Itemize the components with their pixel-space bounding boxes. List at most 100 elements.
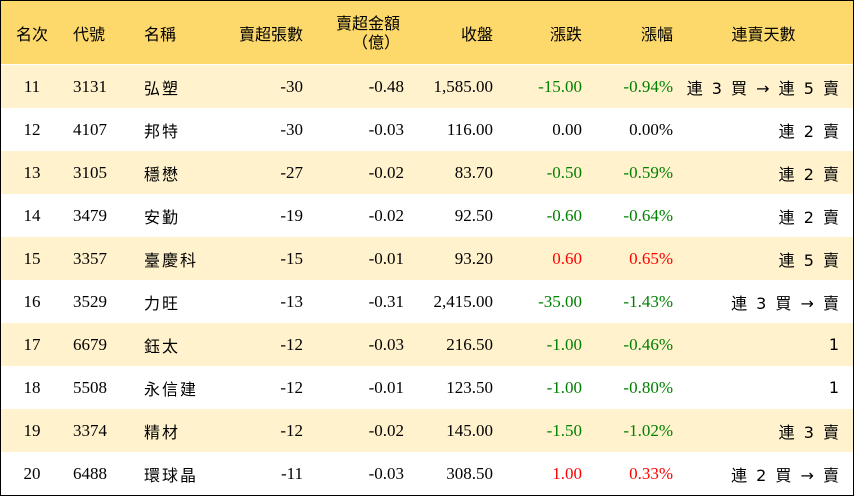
code-cell: 3374 [73, 420, 107, 440]
consecutive-days-cell: 連 2 賣 [778, 164, 841, 184]
sell-lots-cell: -27 [280, 162, 303, 182]
header-change: 漲跌 [549, 24, 582, 44]
code-cell: 3479 [73, 205, 107, 225]
change-pct-cell: 0.33% [629, 463, 673, 483]
sell-amount-cell: -0.03 [368, 334, 404, 354]
rank-cell: 13 [23, 162, 41, 182]
close-price-cell: 116.00 [446, 119, 493, 139]
consecutive-days-cell: 連 3 賣 [778, 422, 841, 442]
sell-lots-cell: -30 [280, 76, 303, 96]
change-pct-cell: -0.80% [623, 377, 673, 397]
sell-lots-cell: -12 [280, 420, 303, 440]
stock-name-cell: 安勤 [144, 207, 181, 227]
consecutive-days-cell: 連 2 買 → 賣 [731, 465, 841, 485]
header-sell-lots: 賣超張數 [238, 24, 303, 44]
stock-name-cell: 臺慶科 [144, 250, 199, 270]
code-cell: 3131 [73, 76, 107, 96]
stock-name-cell: 鈺太 [144, 336, 181, 356]
rank-cell: 15 [23, 248, 41, 268]
stock-name-cell: 弘塑 [144, 78, 181, 98]
sell-amount-cell: -0.02 [368, 205, 404, 225]
change-cell: 1.00 [552, 463, 582, 483]
sell-amount-cell: -0.03 [368, 463, 404, 483]
rank-cell: 17 [23, 334, 41, 354]
change-pct-cell: -0.59% [623, 162, 673, 182]
sell-amount-cell: -0.02 [368, 162, 404, 182]
stock-name-cell: 穩懋 [144, 164, 181, 184]
consecutive-days-cell: 連 3 買 → 賣 [731, 293, 841, 313]
close-price-cell: 145.00 [446, 420, 493, 440]
header-sell-amount-label: 賣超金額 [335, 13, 400, 33]
change-cell: -15.00 [538, 76, 582, 96]
code-cell: 3529 [73, 291, 107, 311]
table-row: 11 3131 弘塑 -30 -0.48 1,585.00 -15.00 -0.94% 連 3 … [1, 65, 853, 108]
change-pct-cell: -0.64% [623, 205, 673, 225]
close-price-cell: 1,585.00 [433, 76, 494, 96]
change-pct-cell: -1.43% [623, 291, 673, 311]
rank-cell: 12 [23, 119, 41, 139]
sell-amount-cell: -0.01 [368, 248, 404, 268]
table-row: 19 3374 精材 -12 -0.02 145.00 -1.50 -1.02% 連 3 賣 [1, 409, 853, 452]
code-cell: 6488 [73, 463, 107, 483]
header-sell-amount-unit: （億） [351, 32, 400, 52]
header-code: 代號 [73, 24, 106, 44]
sell-lots-cell: -30 [280, 119, 303, 139]
rank-cell: 14 [23, 205, 41, 225]
rank-cell: 16 [23, 291, 41, 311]
sell-amount-cell: -0.31 [368, 291, 404, 311]
table-row: 14 3479 安勤 -19 -0.02 92.50 -0.60 -0.64% 連 2 賣 [1, 194, 853, 237]
sell-amount-cell: -0.48 [368, 76, 404, 96]
stock-name-cell: 精材 [144, 422, 181, 442]
change-cell: 0.00 [552, 119, 582, 139]
rank-cell: 18 [23, 377, 41, 397]
sell-amount-cell: -0.01 [368, 377, 404, 397]
code-cell: 5508 [73, 377, 107, 397]
header-rank: 名次 [15, 24, 48, 44]
header-close: 收盤 [460, 24, 493, 44]
table-row: 20 6488 環球晶 -11 -0.03 308.50 1.00 0.33% 連 2 買 → … [1, 452, 853, 495]
sell-lots-cell: -11 [280, 463, 303, 483]
header-name: 名稱 [144, 24, 177, 44]
change-cell: -0.60 [546, 205, 582, 225]
rank-cell: 11 [23, 76, 41, 96]
sell-lots-cell: -13 [280, 291, 303, 311]
header-sell-amount: 賣超金額 （億） [304, 1, 404, 64]
stock-name-cell: 邦特 [144, 121, 181, 141]
change-pct-cell: -0.94% [623, 76, 673, 96]
code-cell: 3357 [73, 248, 107, 268]
close-price-cell: 83.70 [454, 162, 493, 182]
change-cell: -35.00 [538, 291, 582, 311]
change-cell: -1.00 [546, 334, 582, 354]
table-row: 12 4107 邦特 -30 -0.03 116.00 0.00 0.00% 連 2 賣 [1, 108, 853, 151]
consecutive-days-cell: 1 [828, 335, 841, 354]
close-price-cell: 216.50 [446, 334, 493, 354]
rank-cell: 19 [23, 420, 41, 440]
consecutive-days-cell: 1 [828, 378, 841, 397]
change-cell: -0.50 [546, 162, 582, 182]
change-cell: -1.50 [546, 420, 582, 440]
consecutive-days-cell: 連 2 賣 [778, 207, 841, 227]
close-price-cell: 308.50 [446, 463, 493, 483]
stock-name-cell: 環球晶 [144, 465, 199, 485]
stock-name-cell: 永信建 [144, 379, 199, 399]
consecutive-days-cell: 連 3 買 → 連 5 賣 [686, 78, 841, 98]
table-row: 17 6679 鈺太 -12 -0.03 216.50 -1.00 -0.46% 1 [1, 323, 853, 366]
change-cell: -1.00 [546, 377, 582, 397]
change-pct-cell: 0.65% [629, 248, 673, 268]
sell-lots-cell: -15 [280, 248, 303, 268]
change-pct-cell: -1.02% [623, 420, 673, 440]
code-cell: 6679 [73, 334, 107, 354]
header-change-pct: 漲幅 [640, 24, 673, 44]
table-row: 13 3105 穩懋 -27 -0.02 83.70 -0.50 -0.59% 連 2 賣 [1, 151, 853, 194]
stock-name-cell: 力旺 [144, 293, 181, 313]
close-price-cell: 92.50 [454, 205, 493, 225]
change-cell: 0.60 [552, 248, 582, 268]
code-cell: 4107 [73, 119, 107, 139]
change-pct-cell: 0.00% [629, 119, 673, 139]
consecutive-days-cell: 連 2 賣 [778, 121, 841, 141]
change-pct-cell: -0.46% [623, 334, 673, 354]
close-price-cell: 2,415.00 [433, 291, 494, 311]
sell-lots-cell: -19 [280, 205, 303, 225]
close-price-cell: 93.20 [454, 248, 493, 268]
table-row: 18 5508 永信建 -12 -0.01 123.50 -1.00 -0.80% 1 [1, 366, 853, 409]
